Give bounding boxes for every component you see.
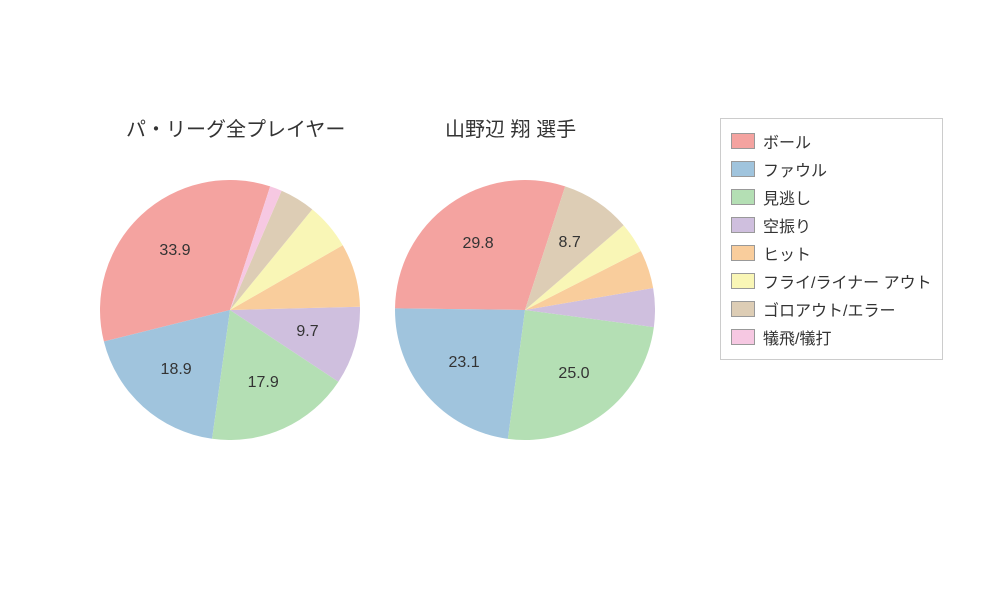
legend-swatch-flyout: [731, 273, 755, 289]
legend-item-flyout: フライ/ライナー アウト: [731, 267, 932, 295]
pie-chart: [100, 180, 360, 440]
legend-label: ヒット: [763, 241, 811, 265]
legend-item-foul: ファウル: [731, 155, 932, 183]
legend-swatch-ball: [731, 133, 755, 149]
legend-item-ball: ボール: [731, 127, 932, 155]
legend-swatch-groundout: [731, 301, 755, 317]
legend: ボールファウル見逃し空振りヒットフライ/ライナー アウトゴロアウト/エラー犠飛/…: [720, 118, 943, 360]
legend-label: フライ/ライナー アウト: [763, 269, 932, 293]
legend-item-hit: ヒット: [731, 239, 932, 267]
legend-item-swing: 空振り: [731, 211, 932, 239]
pie-chart: [395, 180, 655, 440]
legend-swatch-foul: [731, 161, 755, 177]
legend-swatch-swing: [731, 217, 755, 233]
chart-title: パ・リーグ全プレイヤー: [126, 113, 345, 142]
chart-title: 山野辺 翔 選手: [445, 113, 576, 142]
legend-label: 犠飛/犠打: [763, 325, 831, 349]
legend-label: ファウル: [763, 157, 827, 181]
legend-label: ゴロアウト/エラー: [763, 297, 895, 321]
pie-slice-look: [508, 310, 654, 440]
legend-swatch-hit: [731, 245, 755, 261]
chart-container: パ・リーグ全プレイヤー33.918.917.99.7山野辺 翔 選手29.823…: [0, 0, 1000, 600]
legend-label: 見逃し: [763, 185, 811, 209]
legend-swatch-look: [731, 189, 755, 205]
legend-item-look: 見逃し: [731, 183, 932, 211]
legend-label: ボール: [763, 129, 811, 153]
legend-swatch-sac: [731, 329, 755, 345]
legend-item-sac: 犠飛/犠打: [731, 323, 932, 351]
legend-label: 空振り: [763, 213, 811, 237]
legend-item-groundout: ゴロアウト/エラー: [731, 295, 932, 323]
pie-slice-foul: [395, 308, 525, 439]
